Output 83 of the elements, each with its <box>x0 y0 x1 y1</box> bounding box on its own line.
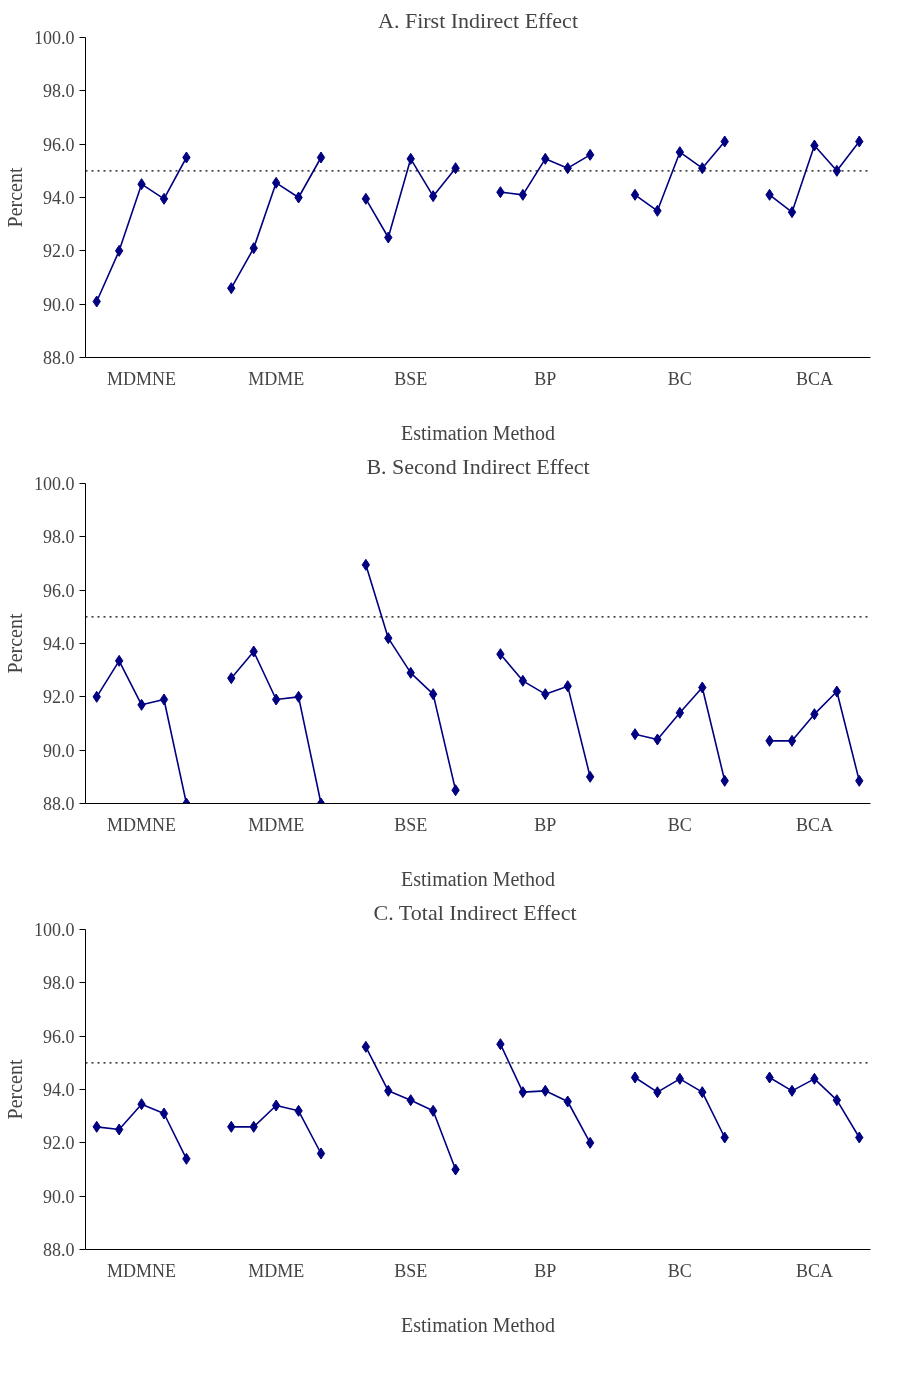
y-tick-label: 88.0 <box>43 348 75 368</box>
point <box>114 244 124 257</box>
x-tick-label: BC <box>667 814 692 835</box>
y-tick-label: 92.0 <box>43 687 75 708</box>
y-axis-title: Percent <box>4 613 26 674</box>
point <box>585 770 595 783</box>
y-tick-label: 96.0 <box>43 1026 75 1047</box>
point <box>271 1099 281 1112</box>
x-tick-label: MDMNE <box>107 814 177 835</box>
y-tick-label: 96.0 <box>43 134 75 155</box>
y-tick-label: 90.0 <box>43 1186 75 1207</box>
chart-title: B. Second Indirect Effect <box>366 453 590 479</box>
y-tick-label: 100.0 <box>34 28 75 48</box>
x-tick-label: BCA <box>795 814 833 835</box>
point <box>787 1084 797 1097</box>
point <box>630 1071 640 1084</box>
y-tick-label: 94.0 <box>43 1080 75 1100</box>
x-tick-label: MDMNE <box>107 1260 177 1281</box>
x-tick-label: BP <box>534 1260 557 1281</box>
y-tick-label: 88.0 <box>43 794 75 814</box>
x-tick-label: MDME <box>248 1260 305 1281</box>
point <box>361 1040 371 1053</box>
point <box>316 1147 326 1160</box>
point <box>675 706 685 719</box>
y-tick-label: 98.0 <box>43 81 75 102</box>
point <box>585 148 595 161</box>
point <box>271 693 281 706</box>
point <box>428 1104 438 1117</box>
point <box>787 206 797 219</box>
y-tick-label: 94.0 <box>43 634 75 654</box>
x-tick-label: MDME <box>248 368 305 389</box>
y-tick-label: 90.0 <box>43 740 75 761</box>
point <box>518 1086 528 1099</box>
point <box>630 728 640 741</box>
x-tick-label: MDME <box>248 814 305 835</box>
y-axis-title: Percent <box>4 1059 26 1120</box>
y-tick-label: 94.0 <box>43 188 75 208</box>
point <box>518 674 528 687</box>
x-tick-label: BSE <box>394 1260 428 1281</box>
point <box>316 151 326 164</box>
y-tick-label: 92.0 <box>43 1133 75 1154</box>
x-axis-title: Estimation Method <box>401 421 555 444</box>
point <box>428 688 438 701</box>
x-tick-label: BSE <box>394 814 428 835</box>
point <box>159 693 169 706</box>
point <box>675 1072 685 1085</box>
point <box>787 734 797 747</box>
chart-title: C. Total Indirect Effect <box>373 899 577 925</box>
point <box>159 1107 169 1120</box>
point <box>114 1123 124 1136</box>
point <box>271 176 281 189</box>
point <box>159 192 169 205</box>
point <box>675 146 685 159</box>
y-tick-label: 100.0 <box>34 920 75 940</box>
y-tick-label: 88.0 <box>43 1240 75 1260</box>
x-tick-label: BC <box>667 1260 692 1281</box>
x-tick-label: BP <box>534 368 557 389</box>
point <box>832 164 842 177</box>
point <box>361 192 371 205</box>
x-tick-label: BC <box>667 368 692 389</box>
chart-title: A. First Indirect Effect <box>378 7 578 33</box>
x-axis-title: Estimation Method <box>401 1313 555 1336</box>
x-tick-label: BCA <box>795 368 833 389</box>
y-tick-label: 90.0 <box>43 294 75 315</box>
y-tick-label: 98.0 <box>43 527 75 548</box>
x-tick-label: BSE <box>394 368 428 389</box>
point <box>585 1136 595 1149</box>
y-axis-title: Percent <box>4 167 26 228</box>
x-tick-label: BP <box>534 814 557 835</box>
y-tick-label: 96.0 <box>43 580 75 601</box>
point <box>114 654 124 667</box>
point <box>832 1094 842 1107</box>
point <box>630 188 640 201</box>
point <box>518 188 528 201</box>
point <box>428 190 438 203</box>
y-tick-label: 98.0 <box>43 973 75 994</box>
point <box>361 558 371 571</box>
x-axis-title: Estimation Method <box>401 867 555 890</box>
x-tick-label: BCA <box>795 1260 833 1281</box>
y-tick-label: 92.0 <box>43 241 75 262</box>
point <box>832 685 842 698</box>
x-tick-label: MDMNE <box>107 368 177 389</box>
y-tick-label: 100.0 <box>34 474 75 494</box>
